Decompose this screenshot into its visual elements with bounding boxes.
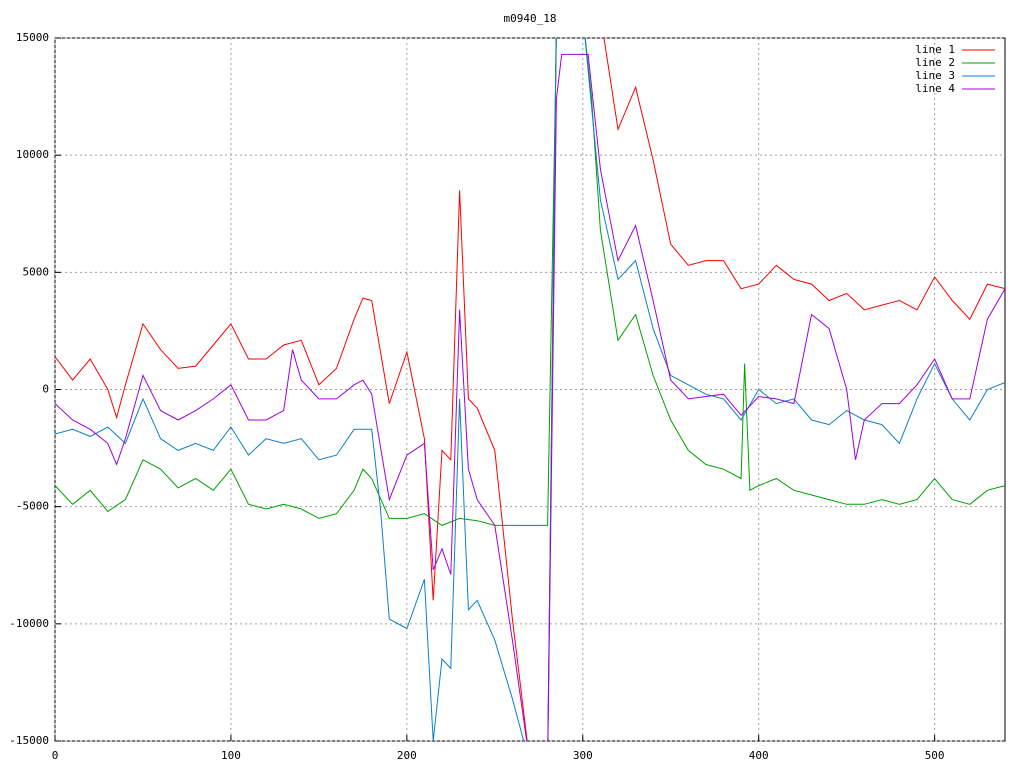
x-tick-label: 300 — [573, 749, 593, 762]
y-tick-label: -5000 — [16, 500, 49, 513]
y-tick-label: -10000 — [9, 617, 49, 630]
legend-label: line 4 — [915, 82, 955, 95]
data-line — [55, 38, 1005, 741]
data-line — [55, 38, 1005, 741]
legend-label: line 2 — [915, 56, 955, 69]
x-tick-label: 200 — [397, 749, 417, 762]
data-line — [55, 53, 1005, 741]
y-tick-label: 15000 — [16, 31, 49, 44]
x-tick-label: 500 — [925, 749, 945, 762]
y-tick-label: 0 — [42, 383, 49, 396]
y-tick-label: -15000 — [9, 734, 49, 747]
x-tick-label: 400 — [749, 749, 769, 762]
plot-area — [55, 38, 1005, 741]
legend-label: line 3 — [915, 69, 955, 82]
x-tick-label: 100 — [221, 749, 241, 762]
y-tick-label: 10000 — [16, 148, 49, 161]
legend-label: line 1 — [915, 43, 955, 56]
x-tick-label: 0 — [52, 749, 59, 762]
y-tick-label: 5000 — [23, 265, 50, 278]
data-line — [55, 38, 1005, 526]
chart-title: m0940_18 — [504, 12, 557, 25]
